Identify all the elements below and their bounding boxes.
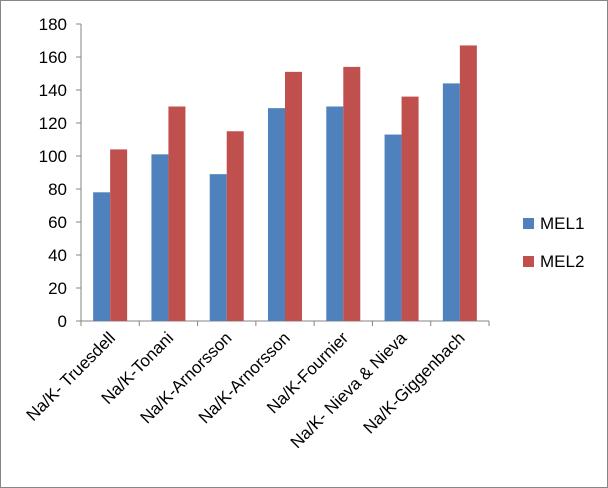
bar-mel2 — [110, 149, 128, 321]
bar-mel1 — [93, 192, 111, 321]
y-tick-label: 80 — [48, 180, 67, 199]
legend-swatch-mel2 — [523, 256, 534, 267]
y-tick-label: 60 — [48, 213, 67, 232]
bar-mel2 — [168, 106, 186, 321]
y-tick-label: 40 — [48, 246, 67, 265]
y-tick-label: 140 — [39, 81, 67, 100]
bar-mel1 — [442, 83, 460, 322]
bar-mel1 — [151, 154, 169, 321]
legend-swatch-mel1 — [523, 218, 534, 229]
bar-mel2 — [226, 131, 244, 321]
category-label: Na/K-Giggenbach — [360, 328, 469, 437]
y-tick-label: 0 — [58, 312, 67, 331]
bar-mel2 — [343, 66, 361, 322]
bar-mel1 — [326, 106, 344, 321]
y-tick-label: 160 — [39, 48, 67, 67]
category-labels: Na/K- TruesdellNa/K-TonaniNa/K-Arnorsson… — [23, 328, 469, 452]
category-label: Na/K- Nieva & Nieva — [287, 328, 411, 452]
axes — [76, 23, 490, 326]
bar-mel1 — [384, 134, 402, 321]
bar-mel2 — [459, 45, 477, 321]
y-tick-labels: 0 20 40 60 80 100 120 140 160 180 — [39, 15, 67, 331]
bar-mel1 — [209, 174, 227, 321]
category-label: Na/K- Truesdell — [23, 328, 119, 424]
legend-label-mel2: MEL2 — [540, 252, 584, 271]
y-tick-label: 180 — [39, 15, 67, 34]
y-tick-label: 120 — [39, 114, 67, 133]
bar-mel1 — [268, 108, 285, 322]
bar-mel2 — [401, 96, 419, 321]
bar-mel2 — [285, 71, 302, 321]
bars — [93, 45, 477, 322]
y-tick-label: 20 — [48, 279, 67, 298]
legend: MEL1 MEL2 — [523, 214, 584, 271]
legend-label-mel1: MEL1 — [540, 214, 584, 233]
y-tick-label: 100 — [39, 147, 67, 166]
